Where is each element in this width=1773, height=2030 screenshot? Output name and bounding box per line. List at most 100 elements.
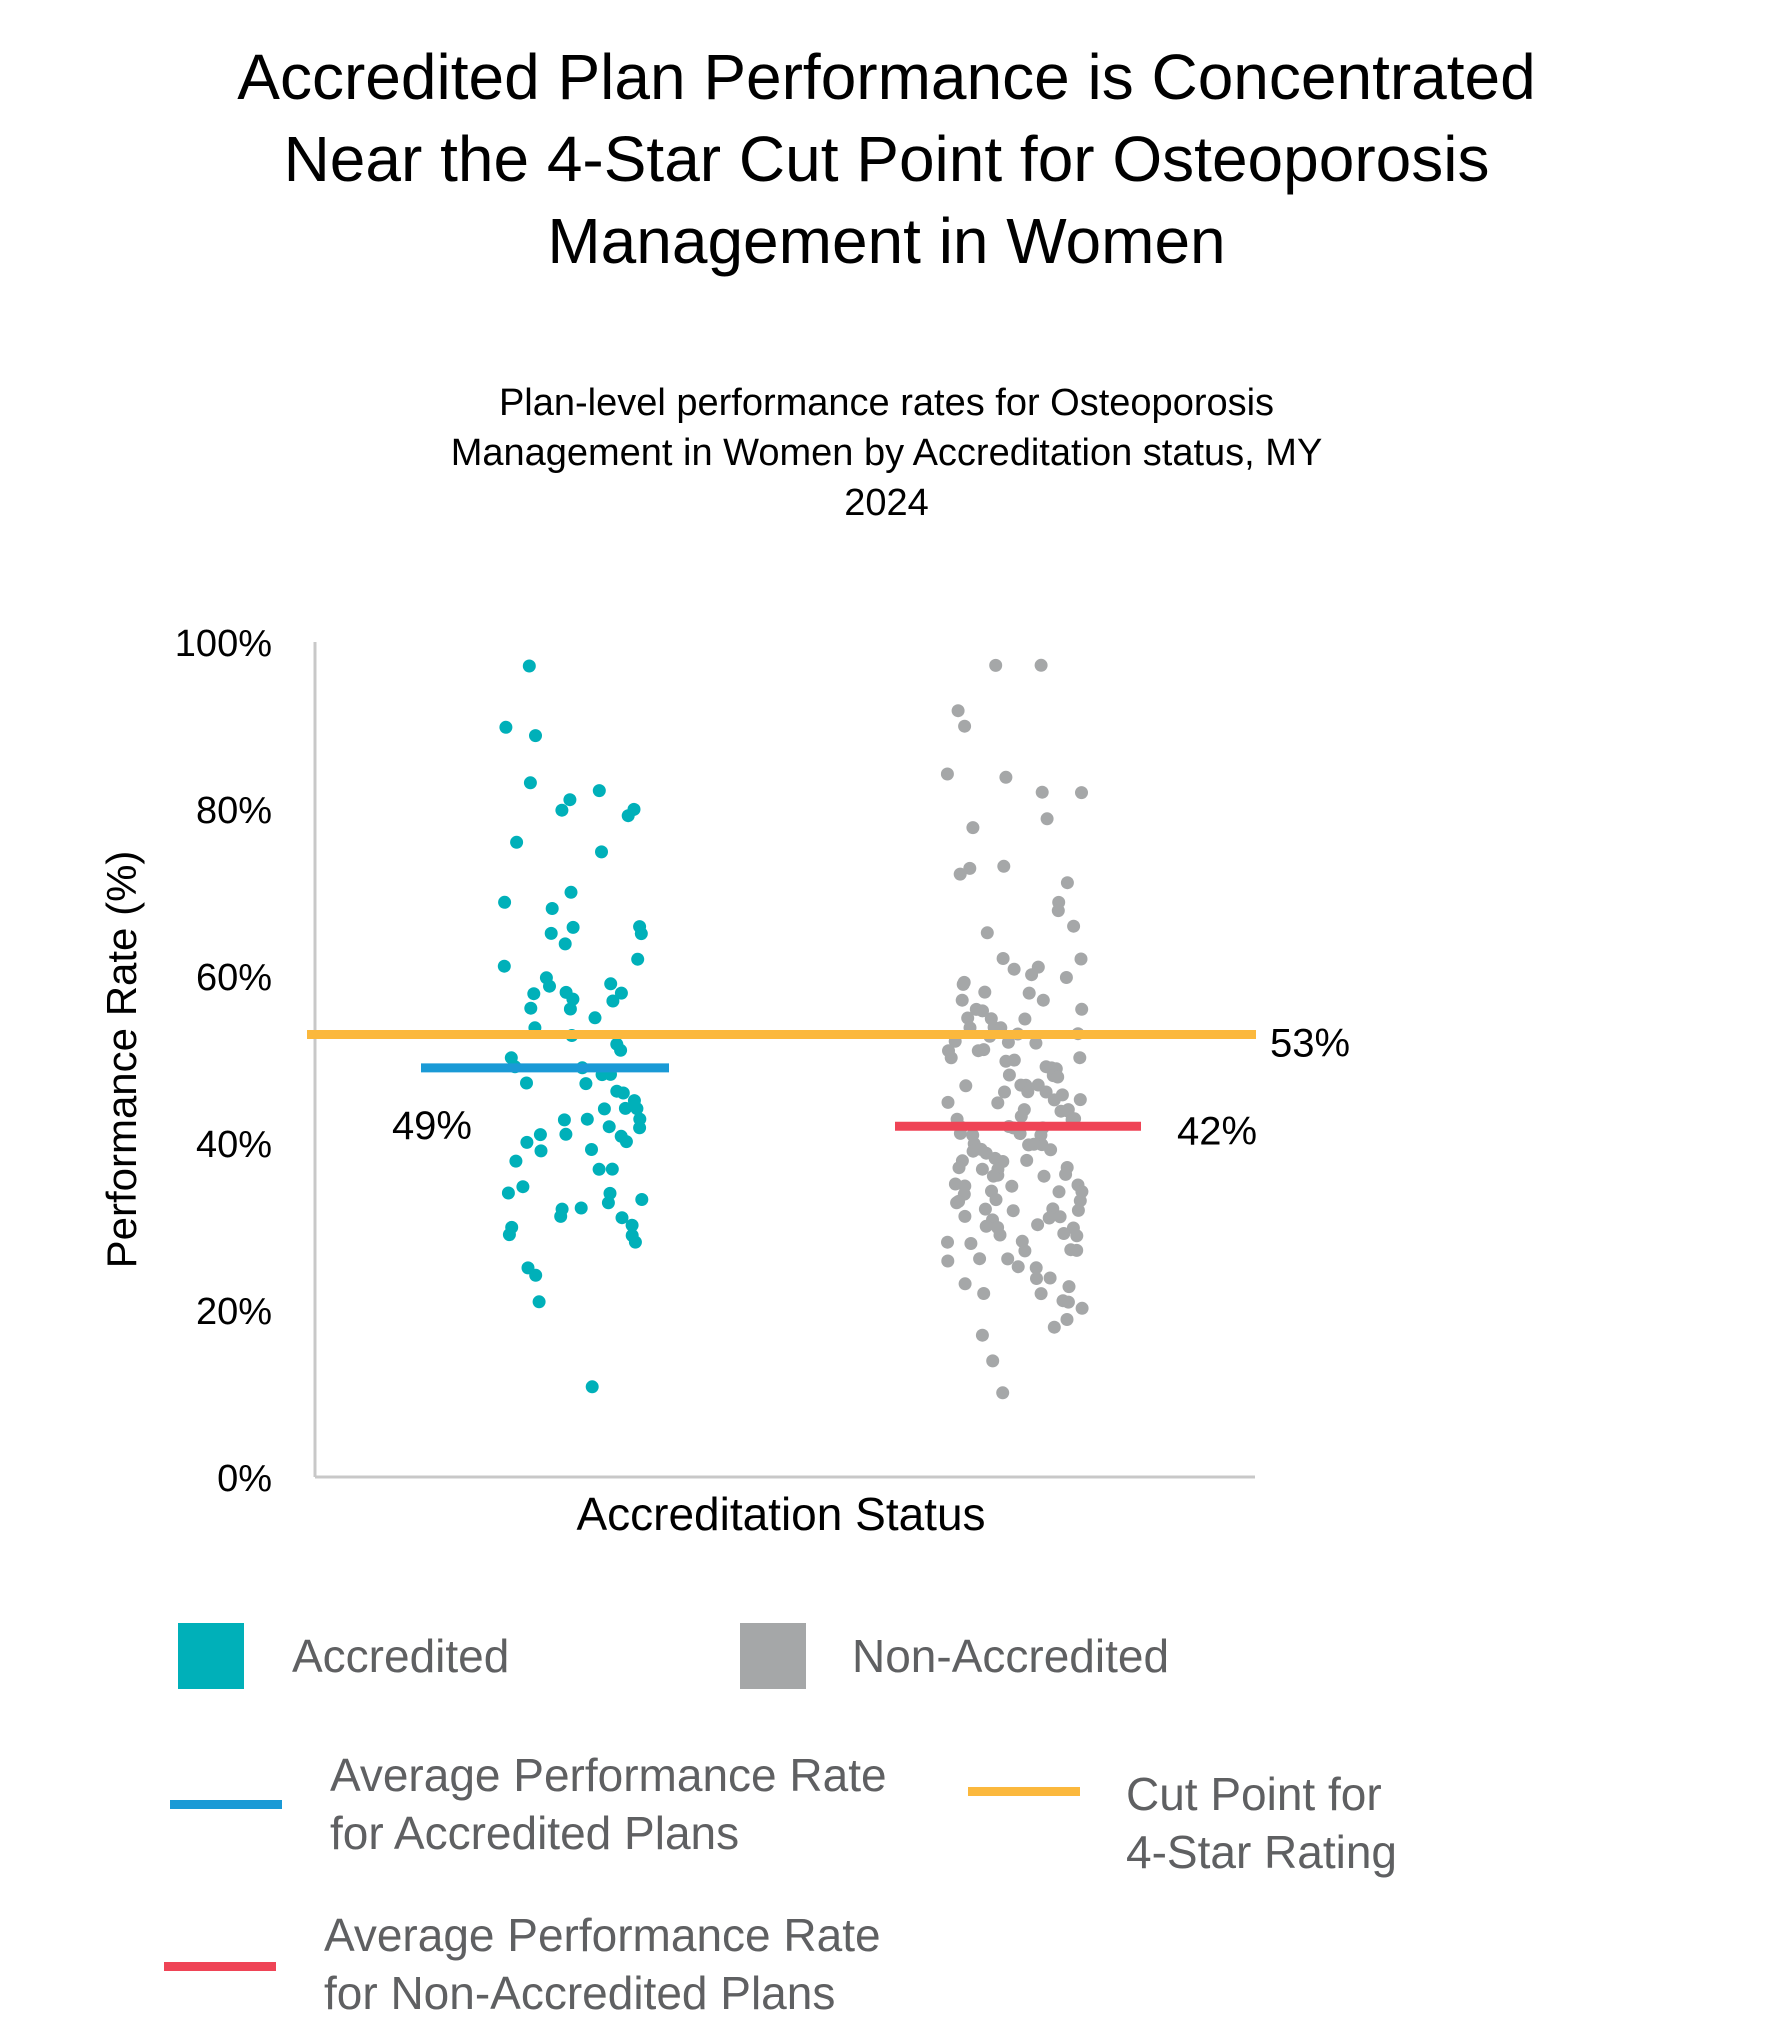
non-accredited-point	[1036, 993, 1050, 1007]
non-accredited-point	[996, 952, 1010, 965]
chart-subtitle-line: Plan-level performance rates for Osteopo…	[498, 382, 1275, 424]
non-accredited-point	[953, 867, 967, 881]
non-accredited-point	[959, 1079, 973, 1093]
accredited-point	[520, 1076, 533, 1090]
non-accredited-point	[1059, 971, 1073, 984]
non-accredited-point	[1030, 1272, 1043, 1285]
legend-swatch-accredited	[178, 1623, 244, 1689]
non-accredited-point	[1034, 658, 1048, 672]
accredited-point	[501, 1186, 515, 1200]
non-accredited-point	[956, 977, 970, 991]
non-accredited-point	[964, 1237, 978, 1250]
non-accredited-point	[951, 704, 965, 718]
y-tick-label: 60%	[196, 957, 272, 999]
y-tick-label: 0%	[217, 1458, 272, 1500]
accredited-point	[529, 729, 542, 743]
non-accredited-point	[980, 926, 994, 940]
legend-label-cut-point: Cut Point for 4-Star Rating	[1126, 1765, 1397, 1881]
non-accredited-point	[944, 1051, 958, 1065]
accredited-point	[554, 1209, 568, 1223]
non-accredited-point	[1018, 1012, 1032, 1026]
accredited-point	[635, 1193, 649, 1206]
non-accredited-point	[1020, 1153, 1034, 1167]
non-accredited-point	[1029, 1036, 1043, 1050]
accredited-point	[614, 986, 628, 1000]
non-accredited-point	[1022, 986, 1036, 1000]
accredited-point	[601, 1196, 615, 1210]
avg-accredited-label: 49%	[392, 1104, 472, 1148]
y-axis-title: Performance Rate (%)	[98, 851, 145, 1269]
accredited-point	[502, 1228, 516, 1242]
non-accredited-point	[977, 1287, 991, 1300]
accredited-point	[604, 977, 618, 991]
accredited-point	[563, 793, 577, 807]
non-accredited-point	[955, 993, 969, 1007]
accredited-point	[510, 835, 524, 849]
non-accredited-point	[1034, 1128, 1048, 1142]
non-accredited-point	[1039, 1085, 1053, 1099]
non-accredited-point	[1005, 1179, 1019, 1193]
non-accredited-point	[1051, 1070, 1065, 1084]
non-accredited-point	[974, 1142, 988, 1156]
non-accredited-point	[1001, 1035, 1015, 1049]
accredited-point	[619, 1135, 633, 1149]
non-accredited-point	[1034, 1287, 1048, 1301]
accredited-point	[499, 720, 513, 734]
non-accredited-point	[973, 1252, 987, 1266]
chart-subtitle-line: Management in Women by Accreditation sta…	[450, 432, 1323, 474]
accredited-point	[614, 1043, 628, 1057]
non-accredited-point	[1067, 919, 1081, 933]
accredited-point	[522, 659, 536, 673]
non-accredited-point	[966, 821, 980, 835]
accredited-point	[585, 1380, 599, 1394]
non-accredited-point	[1002, 1068, 1016, 1082]
non-accredited-point	[1062, 1280, 1076, 1294]
accredited-point	[527, 987, 541, 1001]
chart-title-line: Accredited Plan Performance is Concentra…	[237, 41, 1536, 113]
accredited-point	[592, 1162, 606, 1176]
non-accredited-point	[989, 1193, 1003, 1207]
accredited-point	[564, 885, 578, 899]
chart-subtitle: Plan-level performance rates for Osteopo…	[0, 378, 1773, 528]
non-accredited-point	[1052, 1185, 1066, 1199]
non-accredited-point	[1075, 786, 1088, 800]
non-accredited-point	[991, 1096, 1005, 1110]
legend-line-avg-accredited	[170, 1800, 282, 1809]
accredited-point	[630, 1102, 644, 1116]
accredited-point	[602, 1120, 616, 1134]
non-accredited-point	[998, 1085, 1011, 1099]
non-accredited-point	[952, 1161, 966, 1175]
non-accredited-point	[958, 1209, 972, 1223]
non-accredited-point	[1007, 962, 1021, 976]
non-accredited-point	[1059, 1167, 1073, 1181]
legend-label-line: Average Performance Rate	[330, 1749, 887, 1801]
accredited-point	[557, 1113, 571, 1127]
x-axis-title: Accreditation Status	[576, 1488, 985, 1540]
non-accredited-point	[958, 719, 972, 733]
non-accredited-point	[989, 658, 1003, 672]
non-accredited-point	[1074, 952, 1088, 966]
non-accredited-point	[1064, 1243, 1078, 1257]
legend-swatch-non-accredited	[740, 1623, 806, 1689]
y-tick-label: 100%	[175, 623, 272, 665]
accredited-point	[534, 1144, 548, 1158]
non-accredited-point	[1018, 1244, 1032, 1258]
accredited-point	[610, 1084, 624, 1098]
accredited-point	[625, 1218, 639, 1232]
legend-label-line: for Accredited Plans	[330, 1807, 740, 1859]
non-accredited-point	[1021, 1085, 1035, 1099]
non-accredited-point	[1001, 1252, 1015, 1266]
non-accredited-point	[979, 1219, 993, 1233]
non-accredited-point	[986, 1169, 1000, 1183]
non-accredited-point	[1044, 1143, 1058, 1157]
accredited-point	[532, 1295, 546, 1309]
non-accredited-point	[1071, 1203, 1085, 1217]
cut-point-label: 53%	[1270, 1021, 1350, 1065]
non-accredited-point	[1040, 812, 1054, 826]
non-accredited-point	[963, 861, 977, 875]
accredited-point	[588, 1011, 602, 1025]
non-accredited-point	[978, 1202, 992, 1216]
non-accredited-point	[958, 1277, 972, 1291]
accredited-point	[579, 1077, 593, 1091]
